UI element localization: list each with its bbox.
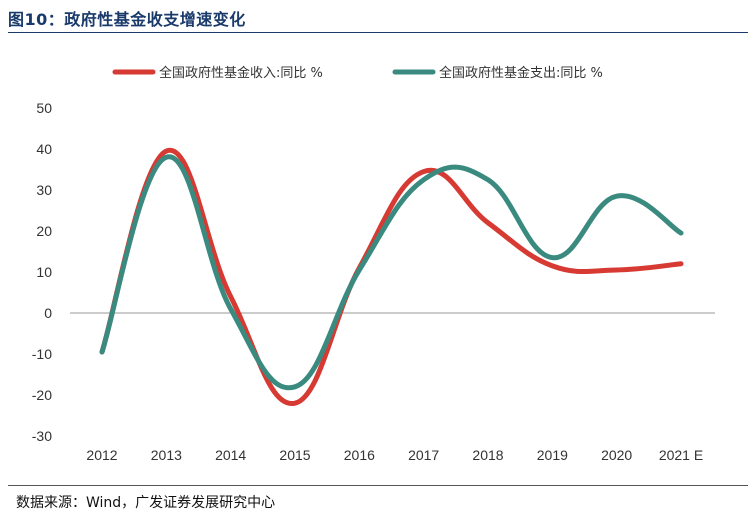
x-tick-label: 2018 bbox=[472, 447, 503, 463]
series-layer bbox=[99, 147, 684, 406]
x-tick-label: 2021 E bbox=[659, 447, 703, 463]
x-tick-label: 2020 bbox=[601, 447, 632, 463]
y-tick-label: 30 bbox=[36, 182, 52, 198]
y-tick-label: 40 bbox=[36, 141, 52, 157]
x-tick-label: 2019 bbox=[537, 447, 568, 463]
y-axis: 50 40 30 20 10 0 -10 -20 -30 bbox=[32, 100, 52, 444]
legend: 全国政府性基金收入:同比 % 全国政府性基金支出:同比 % bbox=[112, 65, 603, 81]
x-tick-label: 2013 bbox=[151, 447, 182, 463]
y-tick-label: 50 bbox=[36, 100, 52, 116]
y-tick-label: 0 bbox=[44, 305, 52, 321]
y-tick-label: -20 bbox=[32, 387, 52, 403]
source-note: 数据来源：Wind，广发证券发展研究中心 bbox=[16, 495, 276, 511]
x-tick-label: 2016 bbox=[344, 447, 375, 463]
x-tick-label: 2014 bbox=[215, 447, 246, 463]
legend-label: 全国政府性基金支出:同比 % bbox=[439, 65, 603, 81]
legend-label: 全国政府性基金收入:同比 % bbox=[159, 65, 323, 81]
series-line-expense bbox=[99, 154, 684, 391]
x-axis: 2012 2013 2014 2015 2016 2017 2018 2019 2020 2021… bbox=[86, 447, 703, 463]
x-tick-label: 2012 bbox=[86, 447, 117, 463]
figure-title: 图10：政府性基金收支增速变化 bbox=[8, 10, 246, 29]
y-tick-label: 10 bbox=[36, 264, 52, 280]
y-tick-label: -10 bbox=[32, 346, 52, 362]
source-rule bbox=[8, 485, 748, 486]
x-tick-label: 2017 bbox=[408, 447, 439, 463]
x-tick-label: 2015 bbox=[279, 447, 310, 463]
y-tick-label: -30 bbox=[32, 428, 52, 444]
title-rule bbox=[8, 32, 748, 33]
y-tick-label: 20 bbox=[36, 223, 52, 239]
